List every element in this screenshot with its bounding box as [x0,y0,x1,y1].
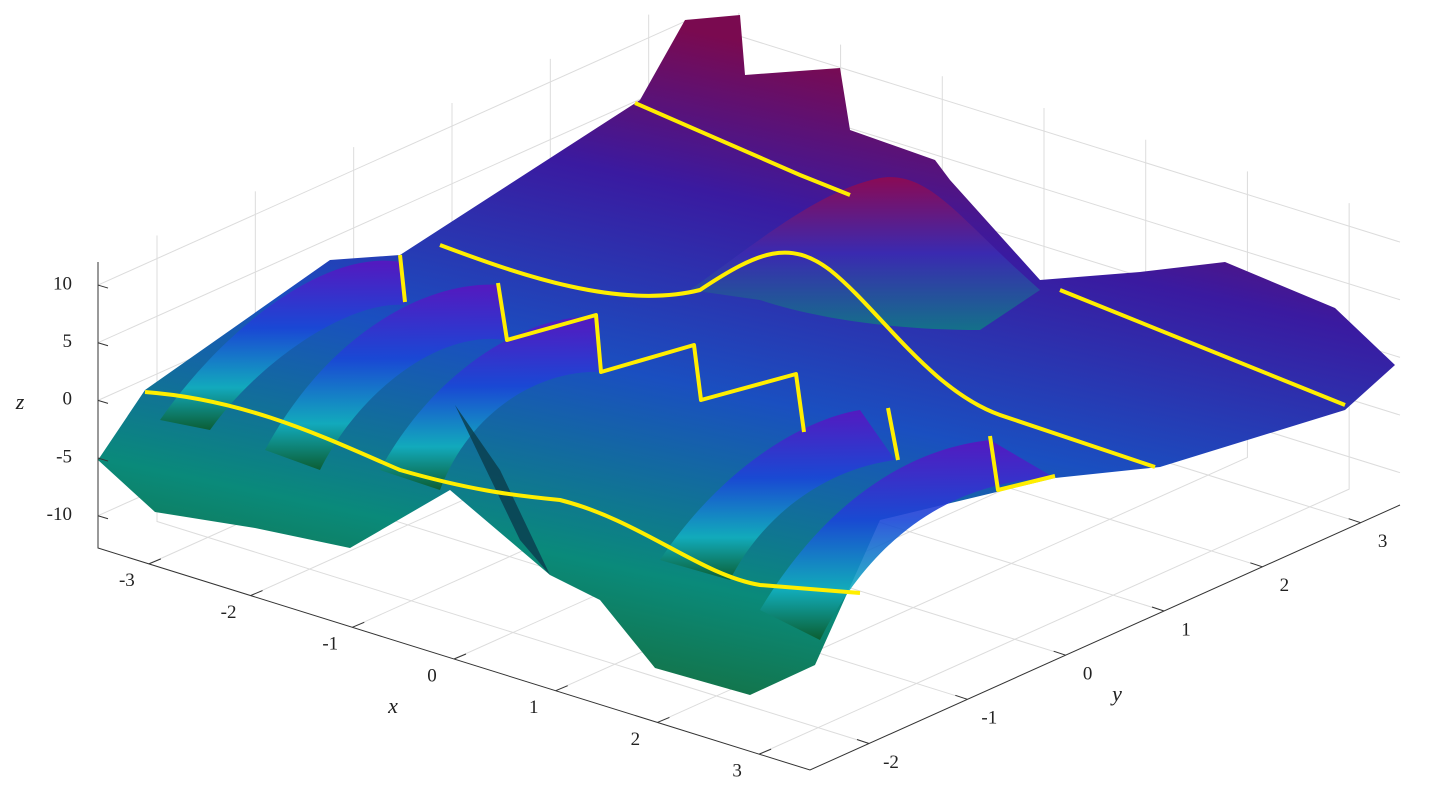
surface-patch [265,284,505,470]
contour-line [634,101,851,197]
contour-line [398,254,1056,492]
z-axis-label: z [15,389,25,414]
x-tick [657,716,670,723]
contour-line [1059,288,1346,407]
surface-patch [160,260,405,430]
grid-line [758,203,1350,755]
z-tick-label: -10 [47,504,72,525]
surface-patch [380,317,600,490]
x-tick [453,653,467,660]
x-tick [148,558,162,565]
y-tick [1151,606,1165,612]
z-tick [97,399,109,404]
z-tick [97,284,109,289]
x-tick-label: 3 [732,761,742,782]
x-tick-label: 0 [427,665,437,686]
surface-patch [660,410,895,580]
surface [98,15,1395,695]
y-tick [1250,562,1263,568]
y-tick-label: 3 [1378,531,1388,552]
y-tick-label: -1 [981,708,997,729]
y-tick [1348,518,1361,524]
contour-line [439,243,1156,469]
x-tick [250,590,263,597]
x-tick [555,685,568,692]
y-tick [1053,650,1066,656]
y-axis-label: y [1110,681,1122,706]
surface-patch [690,177,1040,330]
z-tick [97,515,109,520]
z-tick-label: -5 [56,446,72,467]
y-tick-label: -2 [883,752,899,773]
z-tick-label: 5 [63,331,73,352]
y-tick [856,739,870,744]
x-tick-label: -1 [322,634,338,655]
x-tick-label: 2 [631,729,641,750]
y-tick-label: 2 [1280,575,1290,596]
surface-patch [98,15,1395,695]
contour-lines [144,101,1346,595]
x-axis-label: x [387,693,398,718]
x-tick-label: -3 [119,570,135,591]
z-tick-label: 10 [53,273,72,294]
x-tick [758,748,772,755]
y-tick [955,694,968,700]
z-tick [97,457,109,462]
y-tick-label: 1 [1181,619,1191,640]
x-tick-label: 1 [529,697,539,718]
x-tick-label: -2 [221,602,237,623]
grid-line [156,235,870,744]
grid-line [657,171,1248,723]
contour-line [144,390,861,595]
surface-patch [455,405,550,575]
z-tick [97,342,109,347]
z-tick-label: 0 [63,389,73,410]
x-tick [352,621,365,628]
y-tick-label: 0 [1083,664,1093,685]
